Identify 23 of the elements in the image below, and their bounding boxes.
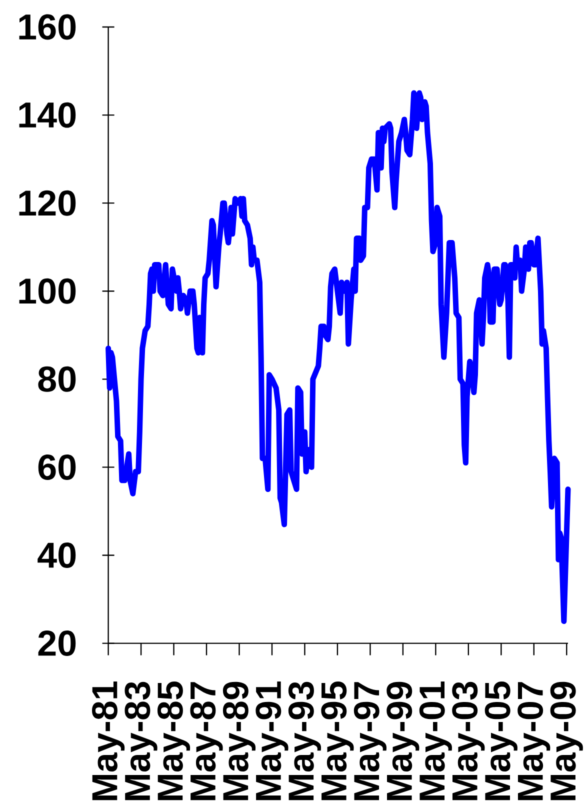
y-tick-label: 120 xyxy=(19,190,76,216)
x-tick-label: May-83 xyxy=(124,682,158,800)
y-tick-label: 60 xyxy=(38,454,76,480)
y-tick-label: 140 xyxy=(19,102,76,128)
x-tick-label: May-05 xyxy=(484,682,518,800)
x-tick-label: May-01 xyxy=(419,682,452,800)
x-tick-label: May-91 xyxy=(256,682,288,800)
x-tick-label: May-97 xyxy=(354,682,386,800)
x-tick-label: May-89 xyxy=(222,682,256,800)
x-tick-label: May-95 xyxy=(321,682,354,800)
x-tick-label: May-99 xyxy=(386,682,420,800)
y-tick-label: 20 xyxy=(38,630,76,656)
x-tick-label: May-93 xyxy=(288,682,322,800)
y-tick-label: 40 xyxy=(38,542,76,568)
y-tick-label: 80 xyxy=(38,366,76,392)
x-tick-label: May-07 xyxy=(518,682,550,800)
x-tick-label: May-09 xyxy=(550,682,583,800)
x-tick-label: May-85 xyxy=(157,682,190,800)
y-tick-label: 160 xyxy=(19,14,76,40)
y-tick-label: 100 xyxy=(19,278,76,304)
x-tick-label: May-03 xyxy=(452,682,485,800)
x-tick-label: May-87 xyxy=(190,682,223,800)
x-tick-label: May-81 xyxy=(92,682,125,800)
